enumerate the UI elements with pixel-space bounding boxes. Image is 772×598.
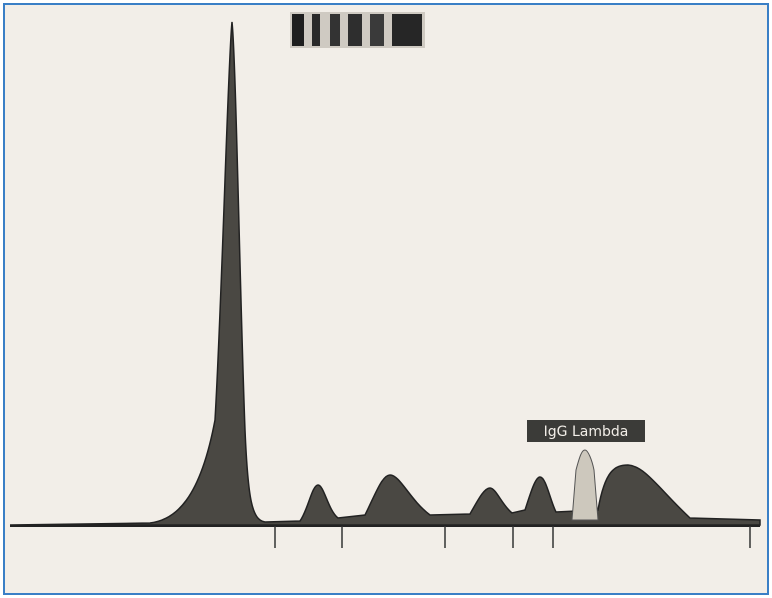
page: IgG Lambda (() => { const data = JSON.pa… bbox=[0, 0, 772, 598]
gel-band bbox=[290, 12, 425, 48]
electrophoresis-image: IgG Lambda bbox=[0, 0, 772, 598]
annotation-label: IgG Lambda bbox=[544, 424, 629, 440]
